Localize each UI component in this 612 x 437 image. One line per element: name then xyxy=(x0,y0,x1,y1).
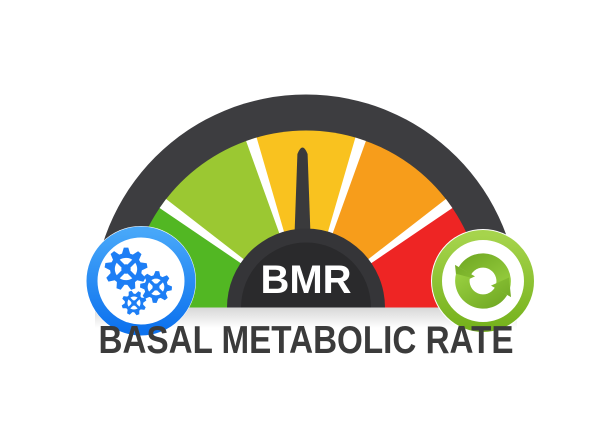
refresh-arrow-top xyxy=(455,253,511,289)
refresh-icon xyxy=(455,253,511,309)
refresh-arrow-bottom xyxy=(455,273,511,309)
gears-icon xyxy=(104,247,172,316)
badge-ring xyxy=(432,230,534,332)
title-text: BASAL METABOLIC RATE xyxy=(99,319,514,362)
gauge-hub-inner xyxy=(241,242,371,308)
gauge-label: BMR xyxy=(260,258,351,302)
metabolism-badge xyxy=(86,226,196,336)
refresh-badge xyxy=(431,229,535,333)
baseline-shadow xyxy=(95,307,517,328)
